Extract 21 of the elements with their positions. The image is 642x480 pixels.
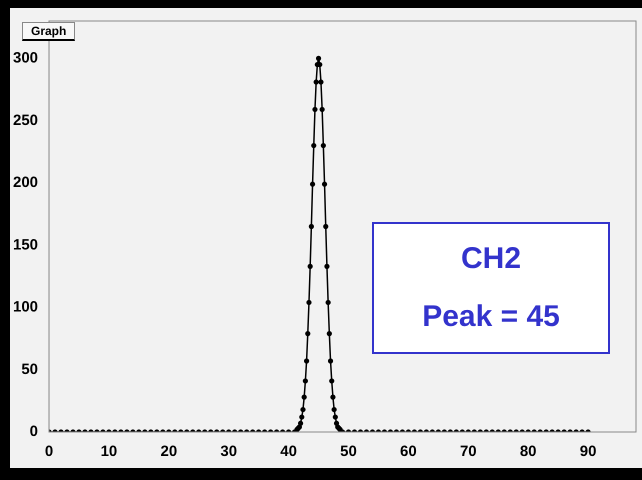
y-tick-label: 50: [21, 360, 38, 378]
x-tick-label: 0: [44, 443, 54, 460]
y-tick-label: 200: [12, 174, 38, 192]
x-tick-label: 60: [400, 443, 417, 460]
y-tick-label: 150: [12, 236, 38, 254]
x-tick-label: 80: [520, 443, 537, 460]
annotation: Peak = 45: [421, 300, 561, 334]
text-box: CH2 Peak = 45: [372, 222, 610, 354]
x-tick-label: 90: [580, 443, 596, 460]
y-tick-label: 100: [12, 298, 38, 316]
y-tick-label: 0: [30, 423, 38, 440]
x-tick-label: 20: [160, 443, 178, 460]
x-tick-label: 70: [460, 443, 477, 460]
x-tick-label: 40: [280, 443, 297, 460]
x-tick-label: 10: [100, 443, 118, 460]
x-tick-label: 30: [220, 443, 238, 460]
annotation: CH2: [460, 242, 522, 276]
x-tick-label: 50: [340, 443, 357, 460]
chart-title: Graph: [22, 22, 76, 41]
y-tick-label: 300: [12, 50, 38, 67]
y-tick-label: 250: [12, 112, 38, 129]
